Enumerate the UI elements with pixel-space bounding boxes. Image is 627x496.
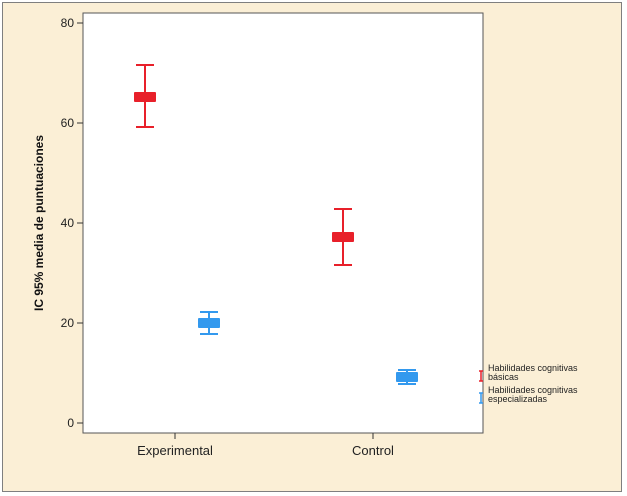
legend-label: Habilidades cognitivas	[488, 385, 578, 395]
y-tick-label: 60	[61, 116, 75, 130]
x-axis: Experimental Control	[137, 433, 394, 458]
chart-frame: 0 20 40 60 80 Experimental Control IC 95% med…	[2, 2, 622, 492]
y-tick-label: 80	[61, 16, 75, 30]
legend-label: especializadas	[488, 394, 548, 404]
y-axis-title: IC 95% media de puntuaciones	[32, 135, 46, 311]
mean-marker	[332, 232, 354, 242]
data-marks	[134, 64, 418, 385]
legend-label: Habilidades cognitivas	[488, 363, 578, 373]
legend-label: básicas	[488, 372, 519, 382]
mean-marker	[198, 318, 220, 328]
error-bar-especializadas-control	[396, 369, 418, 385]
x-tick-label: Control	[352, 443, 394, 458]
x-tick-label: Experimental	[137, 443, 213, 458]
y-tick-label: 0	[67, 416, 74, 430]
legend: Habilidades cognitivasbásicasHabilidades…	[479, 363, 578, 404]
y-tick-label: 20	[61, 316, 75, 330]
error-bar-especializadas-experimental	[198, 311, 220, 335]
plot-area	[82, 12, 484, 434]
error-bar-basicas-experimental	[134, 64, 156, 128]
y-tick-label: 40	[61, 216, 75, 230]
y-axis: 0 20 40 60 80	[61, 16, 83, 430]
mean-marker	[396, 372, 418, 382]
mean-marker	[134, 92, 156, 102]
error-bar-basicas-control	[332, 208, 354, 266]
error-bar-chart: 0 20 40 60 80 Experimental Control IC 95% med…	[32, 12, 578, 458]
